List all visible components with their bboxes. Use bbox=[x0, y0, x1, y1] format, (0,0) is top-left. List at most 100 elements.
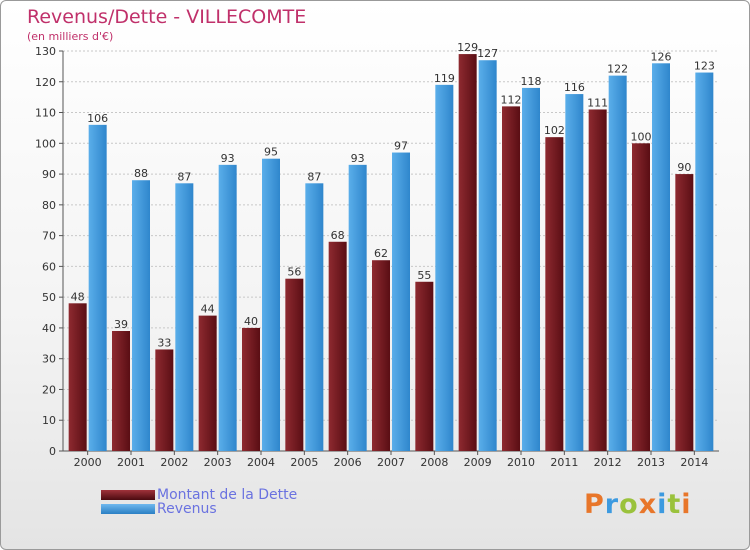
bar-revenue bbox=[565, 94, 584, 452]
data-label-revenue: 95 bbox=[264, 146, 278, 159]
logo-letter: o bbox=[619, 489, 639, 520]
data-label-debt: 68 bbox=[331, 229, 345, 242]
bar-debt bbox=[112, 331, 130, 451]
data-label-revenue: 116 bbox=[564, 81, 585, 94]
data-label-debt: 100 bbox=[631, 130, 652, 143]
data-label-debt: 90 bbox=[677, 161, 691, 174]
bar-debt bbox=[415, 281, 434, 451]
bar-debt bbox=[545, 137, 564, 451]
bar-revenue bbox=[695, 72, 714, 452]
data-label-revenue: 106 bbox=[87, 112, 108, 125]
y-tick-label: 100 bbox=[35, 137, 56, 150]
bar-debt bbox=[458, 54, 477, 451]
data-label-debt: 48 bbox=[71, 290, 85, 303]
bar-revenue bbox=[435, 84, 454, 451]
bar-revenue bbox=[348, 164, 367, 451]
data-label-revenue: 93 bbox=[351, 152, 365, 165]
bar-debt bbox=[632, 143, 650, 452]
x-tick-label: 2012 bbox=[594, 456, 622, 469]
data-label-debt: 44 bbox=[201, 303, 215, 316]
data-label-debt: 39 bbox=[114, 318, 128, 331]
data-label-revenue: 123 bbox=[694, 60, 715, 73]
data-label-debt: 129 bbox=[457, 41, 478, 54]
bar-debt bbox=[675, 174, 694, 452]
data-label-revenue: 126 bbox=[651, 50, 672, 63]
y-tick-label: 120 bbox=[35, 76, 56, 89]
data-label-debt: 112 bbox=[501, 93, 522, 106]
data-label-debt: 55 bbox=[417, 269, 431, 282]
data-label-revenue: 93 bbox=[221, 152, 235, 165]
bar-revenue bbox=[392, 152, 410, 452]
data-label-debt: 56 bbox=[287, 266, 301, 279]
proxiti-logo: Proxiti bbox=[584, 489, 692, 520]
data-label-revenue: 88 bbox=[134, 167, 148, 180]
bar-debt bbox=[68, 303, 87, 451]
bar-debt bbox=[155, 349, 174, 451]
bar-revenue bbox=[132, 180, 150, 451]
bar-debt bbox=[285, 278, 304, 451]
x-tick-label: 2006 bbox=[334, 456, 362, 469]
data-label-revenue: 87 bbox=[307, 170, 321, 183]
bar-debt bbox=[502, 106, 520, 451]
y-tick-label: 130 bbox=[35, 45, 56, 58]
legend-swatch-revenue bbox=[101, 504, 155, 514]
x-tick-label: 2002 bbox=[160, 456, 188, 469]
x-tick-label: 2000 bbox=[74, 456, 102, 469]
bar-revenue bbox=[478, 60, 497, 451]
y-tick-label: 10 bbox=[42, 414, 56, 427]
y-tick-label: 90 bbox=[42, 168, 56, 181]
data-label-debt: 33 bbox=[157, 336, 171, 349]
data-label-revenue: 119 bbox=[434, 72, 455, 85]
y-tick-label: 80 bbox=[42, 199, 56, 212]
logo-letter: x bbox=[638, 489, 658, 520]
y-tick-label: 60 bbox=[42, 260, 56, 273]
logo-letter: r bbox=[604, 489, 620, 520]
x-tick-label: 2014 bbox=[680, 456, 708, 469]
logo-letter: i bbox=[681, 489, 692, 520]
data-label-revenue: 118 bbox=[521, 75, 542, 88]
data-label-revenue: 97 bbox=[394, 140, 408, 153]
x-tick-label: 2001 bbox=[117, 456, 145, 469]
data-label-debt: 111 bbox=[587, 96, 608, 109]
logo-letter: P bbox=[584, 489, 605, 520]
bar-revenue bbox=[522, 87, 540, 451]
bar-revenue bbox=[305, 183, 324, 452]
logo-letter: i bbox=[657, 489, 668, 520]
bar-debt bbox=[372, 260, 390, 451]
legend-item-revenue: Revenus bbox=[101, 501, 217, 517]
logo-letter: t bbox=[667, 489, 682, 520]
data-label-revenue: 122 bbox=[607, 63, 628, 76]
bar-debt bbox=[242, 327, 260, 451]
legend-label-revenue: Revenus bbox=[157, 501, 217, 517]
y-tick-label: 0 bbox=[49, 445, 56, 458]
y-tick-label: 110 bbox=[35, 107, 56, 120]
x-tick-label: 2007 bbox=[377, 456, 405, 469]
bar-revenue bbox=[608, 75, 627, 451]
data-label-debt: 102 bbox=[544, 124, 565, 137]
x-tick-label: 2013 bbox=[637, 456, 665, 469]
chart-title: Revenus/Dette - VILLECOMTE bbox=[27, 6, 307, 28]
y-tick-label: 20 bbox=[42, 383, 56, 396]
bar-revenue bbox=[218, 164, 237, 451]
y-tick-label: 50 bbox=[42, 291, 56, 304]
x-tick-label: 2008 bbox=[420, 456, 448, 469]
data-label-revenue: 127 bbox=[477, 47, 498, 60]
x-tick-label: 2005 bbox=[290, 456, 318, 469]
y-tick-label: 70 bbox=[42, 230, 56, 243]
data-label-debt: 62 bbox=[374, 247, 388, 260]
y-tick-label: 30 bbox=[42, 353, 56, 366]
legend-item-debt: Montant de la Dette bbox=[101, 487, 298, 503]
legend-label-debt: Montant de la Dette bbox=[157, 487, 298, 503]
data-label-debt: 40 bbox=[244, 315, 258, 328]
bar-revenue bbox=[175, 183, 194, 452]
y-tick-label: 40 bbox=[42, 322, 56, 335]
bar-revenue bbox=[652, 63, 670, 452]
x-tick-label: 2010 bbox=[507, 456, 535, 469]
bar-revenue bbox=[88, 124, 107, 451]
x-tick-label: 2004 bbox=[247, 456, 275, 469]
x-tick-label: 2011 bbox=[550, 456, 578, 469]
data-label-revenue: 87 bbox=[177, 170, 191, 183]
bar-debt bbox=[198, 315, 217, 451]
